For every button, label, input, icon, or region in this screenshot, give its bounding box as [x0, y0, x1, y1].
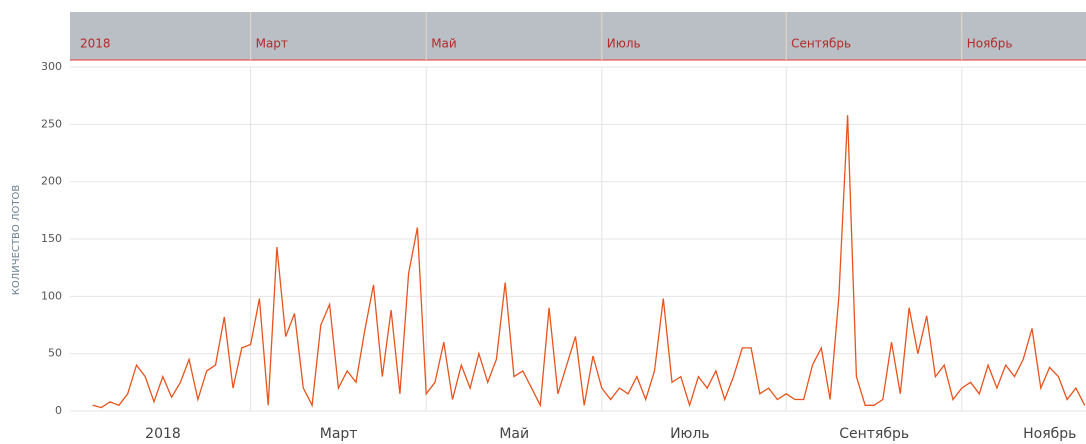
navigator-label: 2018 — [80, 37, 111, 51]
y-tick-label: 300 — [41, 60, 62, 73]
y-tick-label: 250 — [41, 117, 62, 130]
y-tick-label: 200 — [41, 175, 62, 188]
y-tick-label: 100 — [41, 289, 62, 302]
data-line — [92, 115, 1086, 409]
y-axis-title: КОЛИЧЕСТВО ЛОТОВ — [11, 185, 22, 296]
x-tick-label: Май — [499, 426, 529, 442]
navigator-label: Сентябрь — [791, 37, 851, 51]
y-tick-label: 0 — [55, 404, 62, 417]
x-tick-label: Ноябрь — [1023, 426, 1076, 442]
x-tick-label: Март — [320, 426, 358, 442]
navigator-label: Ноябрь — [967, 37, 1013, 51]
navigator-label: Май — [431, 37, 457, 51]
y-tick-label: 50 — [48, 347, 62, 360]
x-tick-label: Июль — [670, 426, 709, 442]
navigator — [70, 12, 1086, 60]
navigator-label: Март — [256, 37, 288, 51]
navigator-label: Июль — [607, 37, 641, 51]
x-tick-label: Сентябрь — [839, 426, 909, 442]
y-tick-label: 150 — [41, 232, 62, 245]
x-tick-label: 2018 — [145, 426, 181, 442]
